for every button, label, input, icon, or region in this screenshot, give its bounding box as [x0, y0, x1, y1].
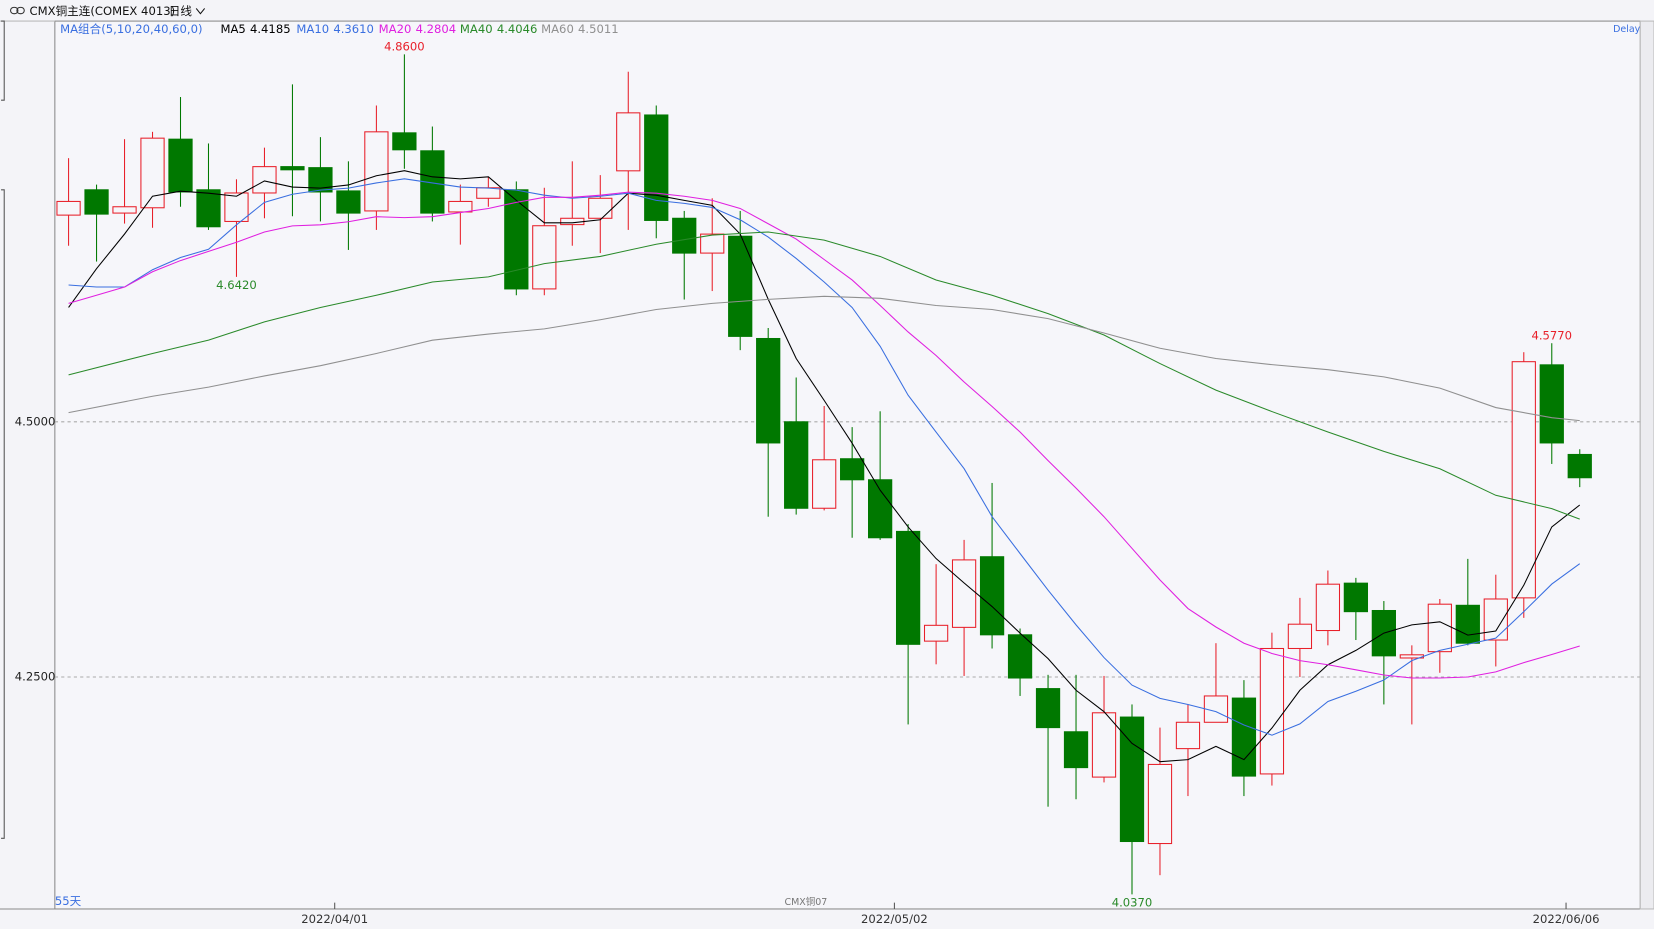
- candle-body: [308, 167, 333, 193]
- candle-body: [252, 166, 277, 194]
- candle-body: [392, 132, 417, 151]
- contract-label: CMX铜07: [784, 896, 827, 908]
- candle-body: [1175, 721, 1201, 750]
- candle-body: [868, 479, 893, 539]
- left-handle: [1, 20, 5, 839]
- candle-body: [532, 225, 557, 290]
- candle-body: [1455, 604, 1480, 644]
- candle-body: [756, 337, 781, 444]
- candle-body: [1119, 716, 1145, 843]
- candle-body: [951, 559, 977, 628]
- x-tick-label: 2022/06/06: [1533, 912, 1600, 926]
- candle-body: [840, 458, 865, 481]
- period-chevron[interactable]: [195, 8, 206, 15]
- x-tick-label: 2022/04/01: [301, 912, 368, 926]
- candle-body: [1259, 647, 1285, 775]
- candle-body: [1091, 712, 1117, 778]
- candle-body: [224, 192, 249, 222]
- candle-body: [784, 421, 809, 509]
- delay-status: Delay: [1613, 24, 1641, 35]
- period-selector[interactable]: 日线: [169, 4, 193, 18]
- ma-line: [68, 191, 1580, 679]
- candle-body: [1343, 582, 1369, 613]
- ma-line: [68, 178, 1581, 736]
- candle-body: [168, 138, 193, 193]
- candle-body: [336, 190, 361, 214]
- candle-body: [700, 233, 725, 254]
- candle-body: [1035, 688, 1061, 729]
- legend-value: 4.4185: [250, 22, 291, 36]
- x-tick-label: 2022/05/02: [861, 912, 928, 926]
- candle-body: [1007, 634, 1033, 679]
- symbol-icon: [10, 6, 25, 15]
- candle-body: [364, 131, 389, 212]
- legend-name: MA20: [379, 22, 412, 36]
- legend-value: 4.2804: [416, 22, 457, 36]
- candle-body: [812, 459, 837, 509]
- candle-body: [1511, 361, 1536, 599]
- candle-body: [1147, 763, 1173, 845]
- y-tick-label: 4.5000: [15, 414, 56, 428]
- ma-line: [68, 231, 1580, 520]
- candle-body: [616, 112, 641, 172]
- candle-body: [112, 206, 137, 214]
- candle-body: [1315, 583, 1341, 632]
- extreme-label: 4.5770: [1531, 328, 1572, 342]
- extreme-label: 4.8600: [384, 39, 425, 53]
- candle-body: [1063, 731, 1089, 769]
- legend-name: MA60: [541, 22, 574, 36]
- legend-value: 4.5011: [578, 22, 619, 36]
- candle-body: [728, 235, 753, 337]
- candle-body: [895, 530, 921, 645]
- candle-body: [1427, 603, 1452, 653]
- legend-name: MA5: [220, 22, 245, 36]
- candle-body: [979, 556, 1005, 636]
- y-tick-label: 4.2500: [15, 669, 56, 683]
- ma-line: [68, 295, 1580, 422]
- legend-name: MA40: [460, 22, 493, 36]
- candle-body: [420, 150, 445, 214]
- candle-body: [923, 624, 949, 642]
- candle-body: [476, 187, 501, 199]
- extreme-label: 4.6420: [216, 278, 257, 292]
- indicator-name[interactable]: MA组合(5,10,20,40,60,0): [60, 22, 202, 36]
- candle-body: [1231, 697, 1257, 777]
- candle-body: [1483, 598, 1508, 641]
- candle-body: [588, 197, 613, 219]
- extreme-label: 4.0370: [1112, 895, 1153, 909]
- candle-body: [672, 217, 697, 254]
- span-label: 55天: [55, 894, 82, 908]
- candle-body: [196, 189, 221, 228]
- scrollbar[interactable]: [1639, 20, 1654, 910]
- candle-body: [1539, 364, 1564, 444]
- legend-value: 4.3610: [333, 22, 374, 36]
- candle-body: [84, 189, 109, 215]
- candle-body: [280, 166, 305, 171]
- candle-body: [56, 200, 81, 216]
- legend-name: MA10: [296, 22, 329, 36]
- candle-body: [644, 114, 669, 221]
- candle-body: [1287, 623, 1313, 650]
- candle-body: [140, 137, 165, 209]
- legend-value: 4.4046: [497, 22, 538, 36]
- candle-body: [448, 200, 473, 213]
- candle-body: [1567, 453, 1592, 479]
- symbol-name[interactable]: CMX铜主连(COMEX 4013): [30, 4, 176, 18]
